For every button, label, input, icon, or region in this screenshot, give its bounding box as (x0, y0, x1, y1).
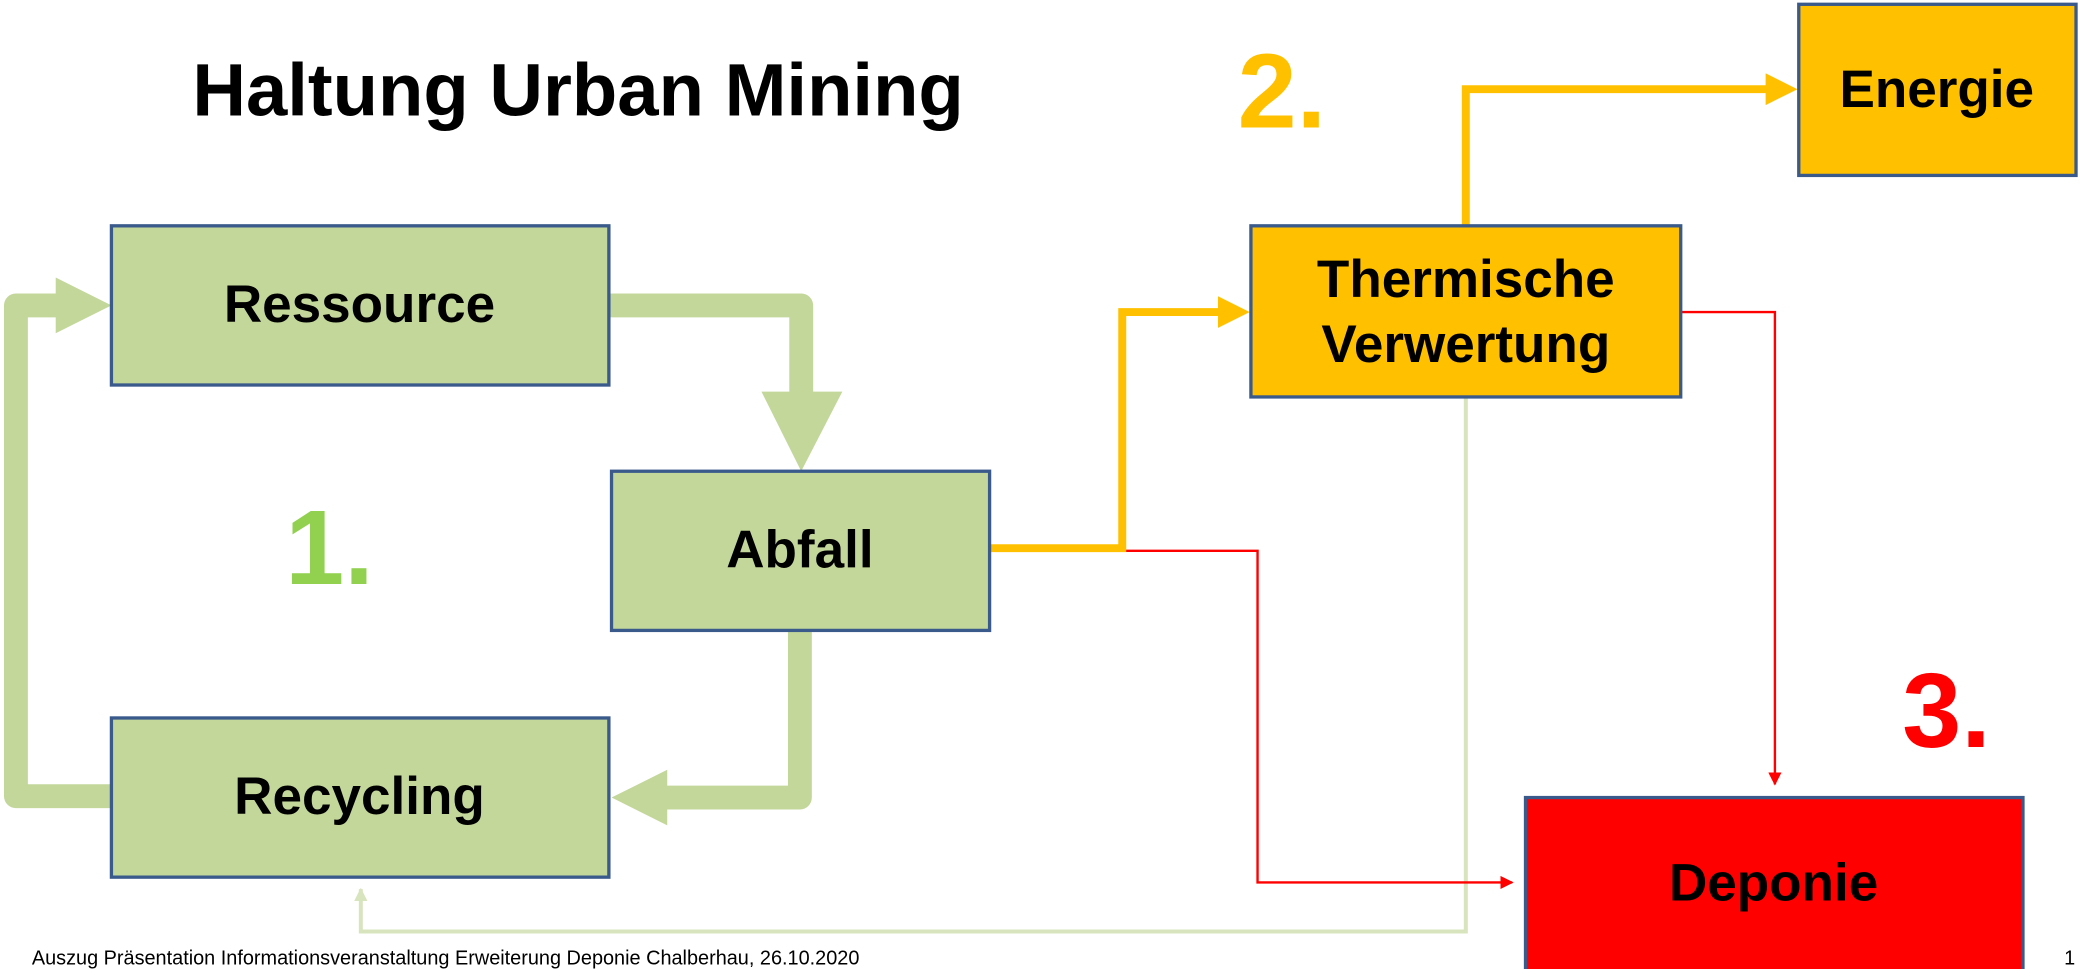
step-number: 1. (285, 489, 374, 607)
node-label: Recycling (234, 767, 485, 826)
green-arrows (3, 293, 814, 810)
red-line (1680, 310, 1782, 786)
node-label: Energie (1839, 60, 2034, 119)
orange-line (1461, 73, 1798, 226)
box (1249, 224, 1683, 399)
boxes (109, 2, 2078, 969)
node-label: Thermische (1317, 250, 1615, 309)
box (609, 469, 992, 633)
page-number: 1 (2064, 948, 2075, 969)
box (109, 224, 611, 387)
step-number: 2. (1238, 33, 1327, 151)
node-label: Abfall (726, 520, 873, 579)
box (1523, 795, 2025, 969)
title: Haltung Urban Mining (192, 48, 963, 131)
return-line (354, 396, 1468, 934)
red-line (989, 549, 1514, 890)
green-arrowheads (55, 277, 843, 826)
orange-line (989, 296, 1250, 553)
box (109, 716, 611, 879)
box (1797, 2, 2078, 178)
footer: Auszug Präsentation Informationsveransta… (32, 948, 860, 969)
node-label: Deponie (1669, 853, 1878, 912)
node-label: Verwertung (1321, 315, 1610, 374)
step-number: 3. (1902, 652, 1991, 770)
node-label: Ressource (224, 275, 495, 334)
